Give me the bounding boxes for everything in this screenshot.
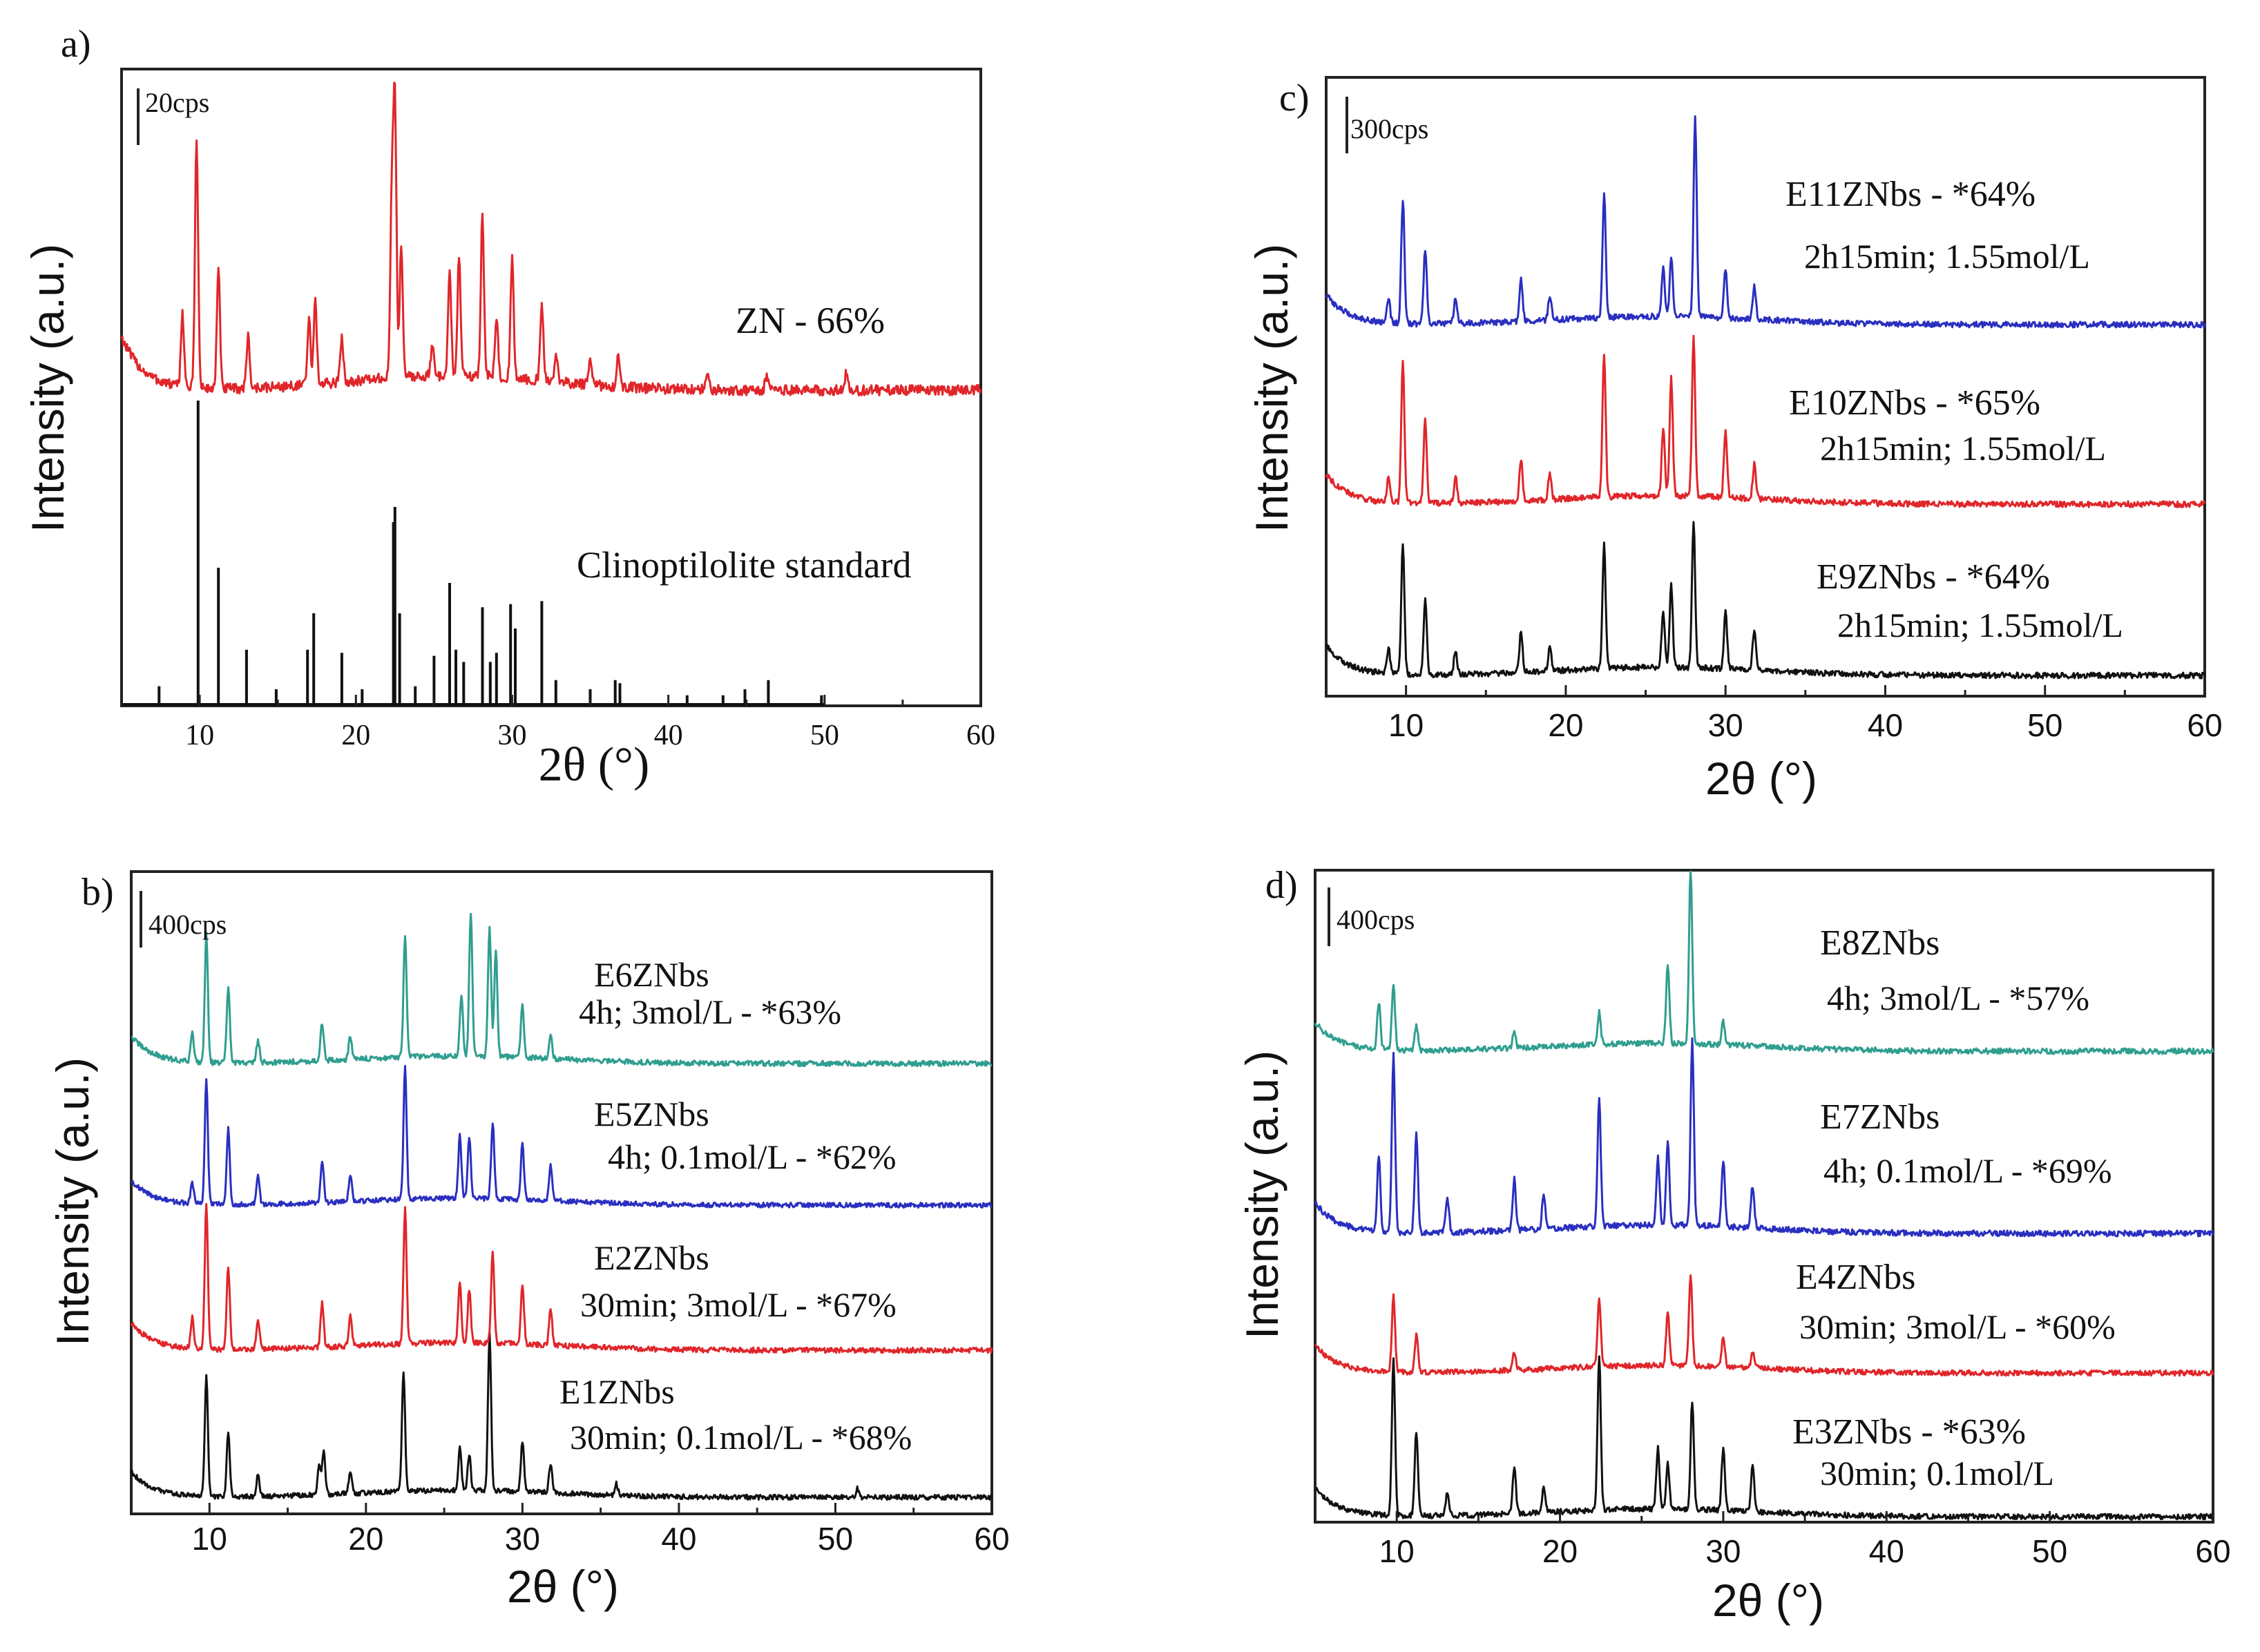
series-line-e11znbs bbox=[1325, 115, 2206, 329]
series-line-clinoptilolite-standard bbox=[122, 401, 825, 706]
panel-a-series-label: Clinoptilolite standard bbox=[577, 544, 911, 586]
x-tick-label: 10 bbox=[1388, 707, 1424, 743]
panel-d-series-sublabel: 4h; 0.1mol/L - *69% bbox=[1823, 1151, 2112, 1190]
panel-c-frame bbox=[1325, 76, 2206, 698]
x-tick-label: 30 bbox=[1705, 1533, 1741, 1569]
panel-b-series-label: E2ZNbs bbox=[594, 1238, 709, 1277]
panel-c: c) Intensity (a.u.) 2θ (°) 300cps E11ZNb… bbox=[1246, 76, 2223, 804]
x-tick-label: 60 bbox=[974, 1521, 1009, 1557]
x-tick-label: 30 bbox=[497, 720, 526, 751]
x-tick-label: 10 bbox=[192, 1521, 227, 1557]
panel-b-series-sublabel: 30min; 0.1mol/L - *68% bbox=[570, 1418, 912, 1457]
panel-a-frame bbox=[120, 68, 982, 707]
x-tick-label: 30 bbox=[505, 1521, 540, 1557]
x-tick-label: 60 bbox=[2195, 1533, 2230, 1569]
x-tick-label: 50 bbox=[810, 720, 839, 751]
panel-d-series-label: E7ZNbs bbox=[1820, 1097, 1940, 1137]
panel-a-scale-label: 20cps bbox=[145, 87, 209, 118]
panel-d-series-label: E8ZNbs bbox=[1820, 923, 1940, 963]
series-line-e4znbs bbox=[1314, 1274, 2214, 1377]
series-line-e7znbs bbox=[1314, 1037, 2214, 1238]
panel-c-series-label: E9ZNbs - *64% bbox=[1817, 557, 2050, 597]
panel-c-ylabel: Intensity (a.u.) bbox=[1246, 244, 1297, 532]
panel-c-series-sublabel: 2h15min; 1.55mol/L bbox=[1837, 606, 2123, 644]
x-tick-label: 40 bbox=[661, 1521, 696, 1557]
panel-b-ylabel: Intensity (a.u.) bbox=[47, 1057, 98, 1346]
panel-a-letter: a) bbox=[61, 23, 91, 66]
panel-d-xlabel: 2θ (°) bbox=[1712, 1575, 1824, 1626]
x-tick-label: 10 bbox=[185, 720, 214, 751]
series-line-e2znbs bbox=[130, 1202, 993, 1354]
panel-b-frame bbox=[130, 870, 993, 1515]
panel-d-series-label: E4ZNbs bbox=[1796, 1258, 1915, 1297]
panel-b-series-label: E5ZNbs bbox=[594, 1095, 709, 1133]
x-tick-label: 20 bbox=[1548, 707, 1583, 743]
panel-b-scale-label: 400cps bbox=[149, 909, 227, 940]
panel-b-series-label: E1ZNbs bbox=[559, 1372, 675, 1411]
panel-b-series-label: E6ZNbs bbox=[594, 955, 709, 994]
panel-d-scale-label: 400cps bbox=[1337, 904, 1415, 935]
panel-d-series-sublabel: 30min; 0.1mol/L bbox=[1820, 1454, 2054, 1492]
series-line-e10znbs bbox=[1325, 334, 2206, 508]
panel-d-series-sublabel: 30min; 3mol/L - *60% bbox=[1799, 1307, 2116, 1346]
x-tick-label: 50 bbox=[818, 1521, 853, 1557]
x-tick-label: 50 bbox=[2032, 1533, 2067, 1569]
x-tick-label: 40 bbox=[1869, 1533, 1904, 1569]
panel-a: a) Intensity (a.u.) 2θ (°) 20cps ZN - 66… bbox=[22, 23, 995, 791]
x-tick-label: 50 bbox=[2027, 707, 2062, 743]
series-line-e3znbs bbox=[1314, 1355, 2214, 1521]
panel-c-scale-label: 300cps bbox=[1350, 113, 1428, 144]
x-tick-label: 10 bbox=[1379, 1533, 1415, 1569]
panel-d-series-label: E3ZNbs - *63% bbox=[1792, 1412, 2026, 1452]
x-tick-label: 60 bbox=[2187, 707, 2222, 743]
series-line-e5znbs bbox=[130, 1065, 993, 1209]
panel-b-series-sublabel: 4h; 3mol/L - *63% bbox=[579, 992, 841, 1031]
x-tick-label: 20 bbox=[341, 720, 370, 751]
x-tick-label: 30 bbox=[1708, 707, 1743, 743]
panel-c-series-label: E11ZNbs - *64% bbox=[1785, 175, 2036, 214]
panel-d-ylabel: Intensity (a.u.) bbox=[1236, 1050, 1287, 1339]
panel-b-series-sublabel: 4h; 0.1mol/L - *62% bbox=[608, 1137, 897, 1176]
panel-c-letter: c) bbox=[1279, 77, 1310, 119]
panel-d: d) Intensity (a.u.) 2θ (°) 400cps E8ZNbs… bbox=[1236, 864, 2231, 1626]
panel-d-letter: d) bbox=[1265, 864, 1298, 907]
x-tick-label: 60 bbox=[966, 720, 995, 751]
x-tick-label: 20 bbox=[1542, 1533, 1578, 1569]
panel-b-letter: b) bbox=[82, 871, 114, 914]
panel-d-frame bbox=[1314, 869, 2214, 1524]
panel-a-ylabel: Intensity (a.u.) bbox=[22, 244, 73, 532]
series-line-e8znbs bbox=[1314, 870, 2214, 1055]
panel-c-series-sublabel: 2h15min; 1.55mol/L bbox=[1820, 429, 2106, 468]
x-tick-label: 20 bbox=[348, 1521, 383, 1557]
x-tick-label: 40 bbox=[654, 720, 683, 751]
panel-d-series-sublabel: 4h; 3mol/L - *57% bbox=[1827, 979, 2089, 1017]
panel-b-xlabel: 2θ (°) bbox=[507, 1561, 619, 1612]
panel-c-series-label: E10ZNbs - *65% bbox=[1789, 383, 2040, 423]
series-line-zn bbox=[120, 81, 982, 396]
panel-c-series-sublabel: 2h15min; 1.55mol/L bbox=[1804, 237, 2090, 276]
panel-b: b) Intensity (a.u.) 2θ (°) 400cps E6ZNbs… bbox=[47, 870, 1010, 1612]
panel-c-xlabel: 2θ (°) bbox=[1705, 753, 1817, 804]
x-tick-label: 40 bbox=[1868, 707, 1903, 743]
series-line-e6znbs bbox=[131, 912, 993, 1068]
panel-a-xlabel: 2θ (°) bbox=[539, 738, 650, 791]
series-line-e9znbs bbox=[1325, 521, 2206, 680]
series-line-e1znbs bbox=[130, 1332, 993, 1501]
panel-a-series-label: ZN - 66% bbox=[736, 300, 885, 341]
panel-b-series-sublabel: 30min; 3mol/L - *67% bbox=[580, 1285, 897, 1324]
